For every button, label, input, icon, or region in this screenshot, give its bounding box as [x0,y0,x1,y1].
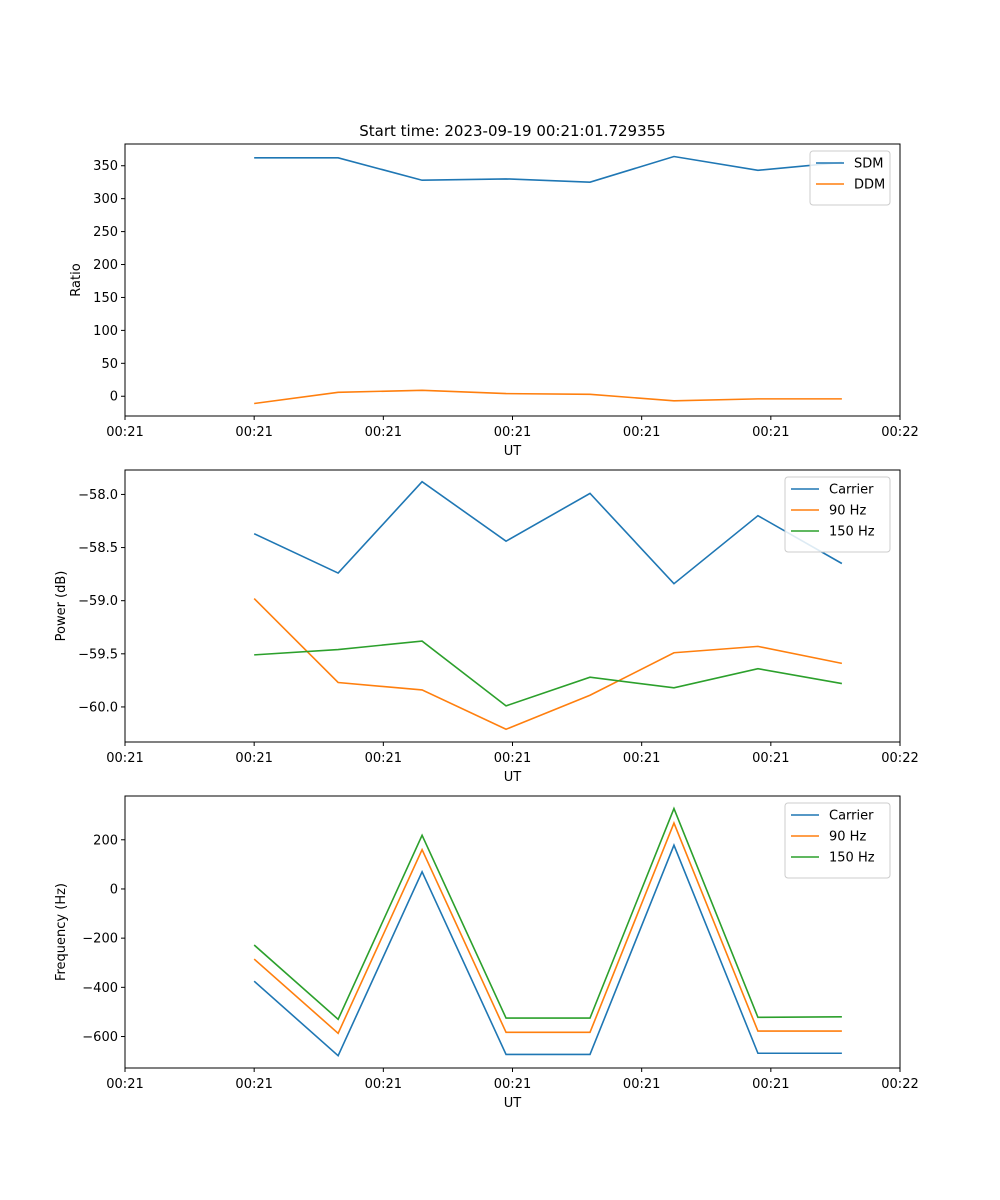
y-tick-label: −59.0 [78,594,118,609]
legend: SDM DDM [809,150,891,206]
x-tick-label: 00:21 [623,1077,660,1092]
x-tick-label: 00:21 [623,425,660,440]
x-tick-label: 00:21 [235,751,272,766]
y-axis-label: Frequency (Hz) [54,883,69,981]
x-tick-label: 00:21 [494,425,531,440]
series-line-ddm [254,389,842,405]
y-tick-label: −400 [82,981,118,996]
legend-label: 150 Hz [829,851,875,866]
x-tick-label: 00:21 [106,425,143,440]
legend: Carrier 90 Hz 150 Hz [784,476,891,553]
y-tick-label: 250 [93,225,118,240]
legend-label: Carrier [829,483,874,498]
series-group [253,480,843,731]
series-line-150-hz [254,640,843,707]
series-line-90-hz [253,597,843,731]
legend-label: Carrier [829,809,874,824]
x-axis-label: UT [504,770,522,785]
x-tick-label: 00:21 [623,751,660,766]
x-tick-label: 00:21 [106,1077,143,1092]
legend-box [784,476,891,553]
x-tick-label: 00:22 [881,425,918,440]
legend-label: SDM [854,157,883,172]
x-tick-label: 00:21 [365,1077,402,1092]
axes-frame [124,795,901,1069]
x-axis-label: UT [504,1096,522,1111]
x-tick-label: 00:21 [365,751,402,766]
y-tick-label: 150 [93,291,118,306]
chart-panel-3: 00:21 00:21 00:21 00:21 00:21 00:21 00:22 −600 −… [54,795,919,1111]
series-line-150-hz [253,806,842,1021]
x-axis-label: UT [504,444,522,459]
y-tick-label: 300 [93,192,118,207]
y-axis-label: Power (dB) [54,571,69,642]
x-tick-label: 00:22 [881,751,918,766]
y-tick-label: 200 [93,833,118,848]
y-tick-label: −600 [82,1030,118,1045]
y-tick-label: −58.0 [78,488,118,503]
x-tick-label: 00:21 [494,751,531,766]
series-group [254,155,842,405]
legend-box [784,802,891,879]
series-line-carrier [253,480,843,585]
series-line-carrier [253,843,842,1058]
y-tick-label: −59.5 [78,647,118,662]
series-group [253,806,842,1058]
x-tick-label: 00:21 [752,1077,789,1092]
y-tick-label: 100 [93,324,118,339]
y-tick-label: −58.5 [78,541,118,556]
x-tick-label: 00:21 [752,425,789,440]
chart-title: Start time: 2023-09-19 00:21:01.729355 [359,122,665,140]
y-tick-label: 350 [93,159,118,174]
y-tick-label: 0 [110,390,118,405]
legend-label: 150 Hz [829,525,875,540]
legend: Carrier 90 Hz 150 Hz [784,802,891,879]
y-tick-label: 200 [93,258,118,273]
legend-label: 90 Hz [829,830,866,845]
legend-box [809,150,891,206]
y-tick-label: −200 [82,932,118,947]
x-tick-label: 00:21 [235,425,272,440]
series-line-90-hz [253,820,842,1035]
chart-panel-2: 00:21 00:21 00:21 00:21 00:21 00:21 00:22 −60.0… [54,469,919,785]
axes-frame [124,143,901,417]
x-tick-label: 00:21 [494,1077,531,1092]
x-tick-label: 00:21 [106,751,143,766]
legend-label: DDM [854,178,885,193]
series-line-sdm [254,155,842,184]
axes-frame [124,469,901,743]
x-tick-label: 00:21 [752,751,789,766]
x-tick-label: 00:21 [365,425,402,440]
y-tick-label: 0 [110,882,118,897]
chart-panel-1: Start time: 2023-09-19 00:21:01.72935500… [69,122,919,459]
y-axis-label: Ratio [69,263,84,296]
legend-label: 90 Hz [829,504,866,519]
x-tick-label: 00:21 [235,1077,272,1092]
x-tick-label: 00:22 [881,1077,918,1092]
y-tick-label: −60.0 [78,700,118,715]
y-tick-label: 50 [101,357,118,372]
